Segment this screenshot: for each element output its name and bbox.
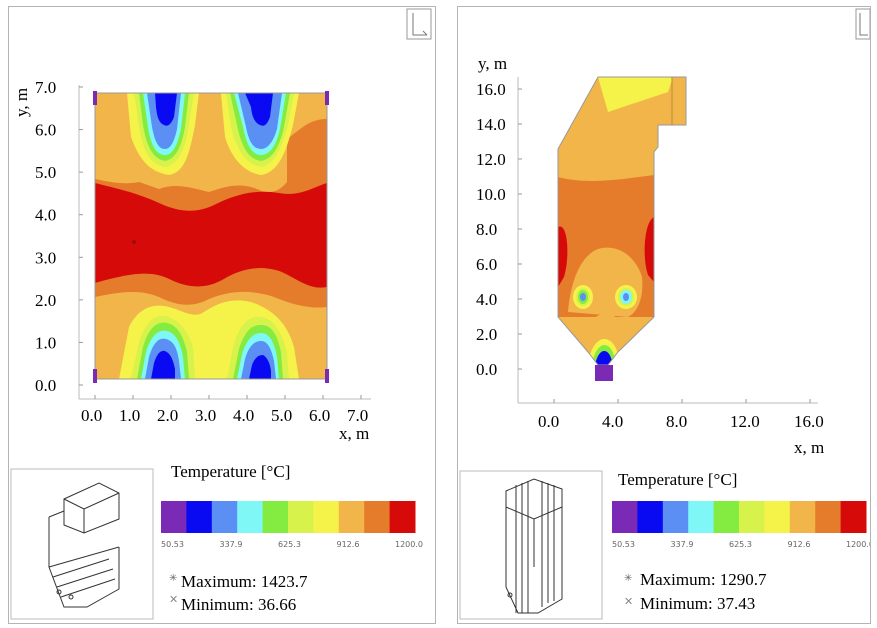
- colorbar-label: 912.6: [788, 540, 811, 549]
- right-x-tick-label: 8.0: [666, 412, 687, 431]
- colorbar-swatch: [815, 501, 842, 533]
- right-x-tick-label: 16.0: [794, 412, 824, 431]
- right-boiler-3d-icon: [505, 478, 563, 614]
- colorbar-label: 1200.0: [846, 540, 870, 549]
- left-contour-field: [95, 93, 327, 379]
- colorbar-swatch: [764, 501, 791, 533]
- right-y-tick-label: 6.0: [476, 255, 497, 274]
- colorbar-label: 337.9: [671, 540, 694, 549]
- right-x-tick-label: 4.0: [602, 412, 623, 431]
- corner-view-icon[interactable]: [855, 8, 871, 40]
- colorbar-swatch: [161, 501, 187, 533]
- minimum-marker-icon: ✕: [169, 593, 178, 606]
- left-x-ticks: 0.0 1.0 2.0 3.0 4.0 5.0 6.0 7.0: [81, 395, 368, 425]
- left-y-axis-label: y, m: [12, 88, 31, 117]
- right-y-axis-label: y, m: [478, 54, 507, 73]
- left-y-tick-label: 4.0: [35, 206, 56, 225]
- colorbar-swatch: [186, 501, 213, 533]
- left-x-axis-label: x, m: [339, 424, 369, 443]
- right-x-tick-label: 12.0: [730, 412, 760, 431]
- colorbar-swatch: [288, 501, 314, 533]
- left-chart-svg: 0.0 1.0 2.0 3.0 4.0 5.0 6.0 7.0 0.0 1.0 2.0 3.0 4.0…: [10, 8, 432, 620]
- colorbar-swatch: [338, 501, 365, 533]
- right-y-tick-label: 14.0: [476, 115, 506, 134]
- colorbar-swatch: [211, 501, 238, 533]
- right-contour-field: [558, 77, 686, 365]
- left-y-tick-label: 6.0: [35, 121, 56, 140]
- colorbar-swatch: [364, 501, 391, 533]
- left-x-tick-label: 0.0: [81, 406, 102, 425]
- right-inset-frame: [459, 470, 603, 620]
- left-x-tick-label: 1.0: [119, 406, 140, 425]
- left-minimum-text: Minimum: 36.66: [181, 595, 296, 614]
- left-y-ticks: 0.0 1.0 2.0 3.0 4.0 5.0 6.0 7.0: [35, 78, 83, 395]
- right-x-axis-label: x, m: [794, 438, 824, 457]
- right-y-ticks: 0.0 2.0 4.0 6.0 8.0 10.0 12.0 14.0 16.0: [476, 80, 522, 379]
- right-chart-svg: 0.0 2.0 4.0 6.0 8.0 10.0 12.0 14.0 16.0 0.0 4.0 8.…: [459, 8, 874, 620]
- left-panel: 0.0 1.0 2.0 3.0 4.0 5.0 6.0 7.0 0.0 1.0 2.0 3.0 4.0…: [8, 6, 436, 624]
- left-x-tick-label: 6.0: [309, 406, 330, 425]
- left-y-tick-label: 3.0: [35, 248, 56, 267]
- left-y-tick-label: 0.0: [35, 376, 56, 395]
- left-plot-frame: [94, 92, 328, 380]
- right-maximum-text: Maximum: 1290.7: [640, 570, 767, 589]
- colorbar-swatch: [840, 501, 867, 533]
- colorbar-swatch: [313, 501, 340, 533]
- colorbar-label: 912.6: [337, 540, 360, 549]
- right-y-tick-label: 4.0: [476, 290, 497, 309]
- right-x-ticks: 0.0 4.0 8.0 12.0 16.0: [538, 399, 824, 431]
- colorbar-label: 50.53: [612, 540, 635, 549]
- right-y-tick-label: 12.0: [476, 150, 506, 169]
- minimum-marker-icon: ✕: [624, 595, 633, 608]
- colorbar-swatch: [612, 501, 638, 533]
- colorbar-swatch: [789, 501, 816, 533]
- right-y-tick-label: 16.0: [476, 80, 506, 99]
- colorbar-swatch: [739, 501, 765, 533]
- left-x-tick-label: 4.0: [233, 406, 254, 425]
- right-colorbar: [612, 501, 867, 533]
- colorbar-swatch: [713, 501, 740, 533]
- colorbar-label: 625.3: [278, 540, 301, 549]
- left-legend-title: Temperature [°C]: [171, 462, 290, 481]
- left-x-tick-label: 2.0: [157, 406, 178, 425]
- left-boiler-3d-icon: [48, 482, 120, 608]
- right-y-tick-label: 8.0: [476, 220, 497, 239]
- left-y-tick-label: 5.0: [35, 163, 56, 182]
- right-panel: 0.0 2.0 4.0 6.0 8.0 10.0 12.0 14.0 16.0 0.0 4.0 8.…: [457, 6, 874, 624]
- right-y-tick-label: 10.0: [476, 185, 506, 204]
- colorbar-swatch: [637, 501, 664, 533]
- right-minimum-text: Minimum: 37.43: [640, 594, 755, 613]
- right-ash-hopper: [595, 365, 613, 381]
- left-colorbar-labels: 50.53 337.9 625.3 912.6 1200.0: [161, 540, 423, 549]
- left-y-tick-label: 7.0: [35, 78, 56, 97]
- left-x-tick-label: 3.0: [195, 406, 216, 425]
- right-y-tick-label: 0.0: [476, 360, 497, 379]
- colorbar-swatch: [262, 501, 289, 533]
- left-maximum-text: Maximum: 1423.7: [181, 572, 308, 591]
- right-y-tick-label: 2.0: [476, 325, 497, 344]
- left-x-tick-label: 5.0: [271, 406, 292, 425]
- left-x-tick-label: 7.0: [347, 406, 368, 425]
- corner-view-icon[interactable]: [406, 8, 432, 40]
- right-x-tick-label: 0.0: [538, 412, 559, 431]
- left-colorbar: [161, 501, 416, 533]
- colorbar-label: 50.53: [161, 540, 184, 549]
- maximum-marker-icon: ✳: [624, 573, 632, 584]
- left-y-tick-label: 2.0: [35, 291, 56, 310]
- right-colorbar-labels: 50.53 337.9 625.3 912.6 1200.0: [612, 540, 874, 549]
- right-boiler-outline: [557, 76, 687, 366]
- right-legend-title: Temperature [°C]: [618, 470, 737, 489]
- left-y-tick-label: 1.0: [35, 333, 56, 352]
- colorbar-label: 1200.0: [395, 540, 423, 549]
- colorbar-label: 625.3: [729, 540, 752, 549]
- colorbar-swatch: [662, 501, 689, 533]
- left-inset-frame: [10, 468, 154, 620]
- colorbar-swatch: [237, 501, 264, 533]
- maximum-marker-icon: ✳: [169, 573, 177, 584]
- colorbar-label: 337.9: [220, 540, 243, 549]
- colorbar-swatch: [688, 501, 715, 533]
- colorbar-swatch: [389, 501, 416, 533]
